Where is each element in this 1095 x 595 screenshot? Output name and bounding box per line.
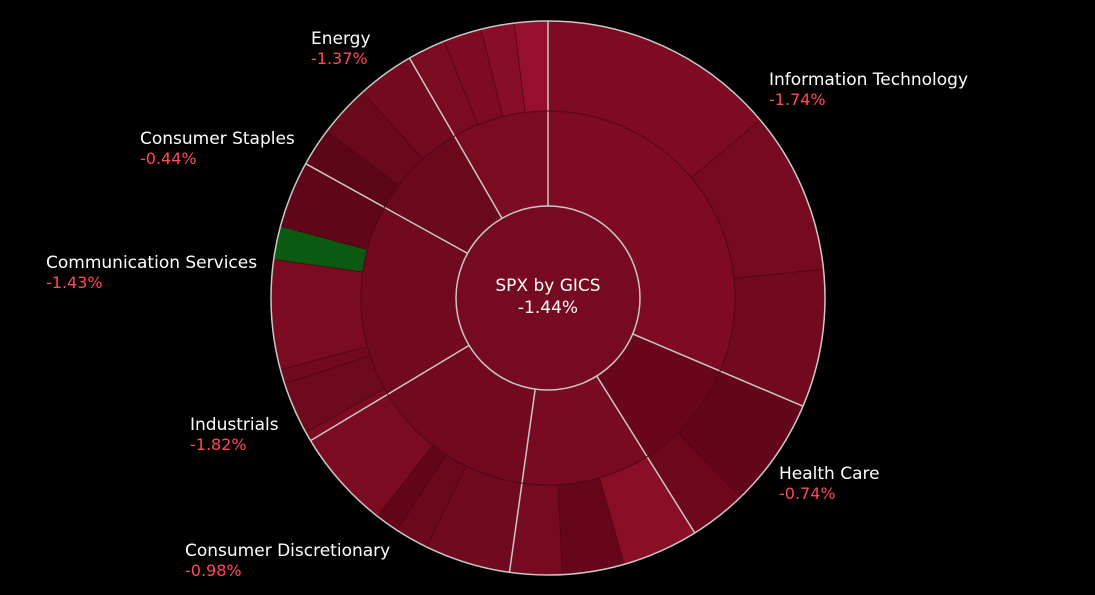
sector-name: Communication Services <box>46 253 258 273</box>
sector-label-communication-services: Communication Services -1.43% <box>46 253 257 293</box>
sector-change: -0.74% <box>779 484 836 503</box>
sector-label-industrials: Industrials -1.82% <box>190 415 279 455</box>
center-title: SPX by GICS <box>495 276 600 296</box>
sector-separator <box>408 57 503 219</box>
sector-label-energy: Energy -1.37% <box>311 29 371 69</box>
center-disc <box>455 205 641 391</box>
sector-separator <box>310 344 470 442</box>
sector-label-consumer-discretionary: Consumer Discretionary -0.98% <box>185 541 390 581</box>
middle-ring-border <box>360 110 736 486</box>
outer-ring-border <box>270 20 826 576</box>
sector-name: Consumer Discretionary <box>185 541 391 561</box>
center-total-change: -1.44% <box>518 298 578 318</box>
sector-separator <box>596 375 696 534</box>
sector-change: -1.82% <box>190 435 247 454</box>
sector-separator <box>632 333 804 407</box>
sector-change: -0.44% <box>140 149 197 168</box>
sector-label-information-technology: Information Technology -1.74% <box>769 70 968 110</box>
sector-name: Industrials <box>190 415 279 435</box>
sector-name: Health Care <box>779 464 880 484</box>
sector-label-health-care: Health Care -0.74% <box>779 464 880 504</box>
sector-label-consumer-staples: Consumer Staples -0.44% <box>140 129 295 169</box>
sector-name: Consumer Staples <box>140 129 295 149</box>
sector-change: -0.98% <box>185 561 242 580</box>
sector-change: -1.43% <box>46 273 103 292</box>
sector-separator <box>508 389 536 573</box>
sector-name: Information Technology <box>769 70 969 90</box>
sector-change: -1.37% <box>311 49 368 68</box>
sector-separator <box>305 163 468 255</box>
sector-name: Energy <box>311 29 371 49</box>
sector-change: -1.74% <box>769 90 826 109</box>
